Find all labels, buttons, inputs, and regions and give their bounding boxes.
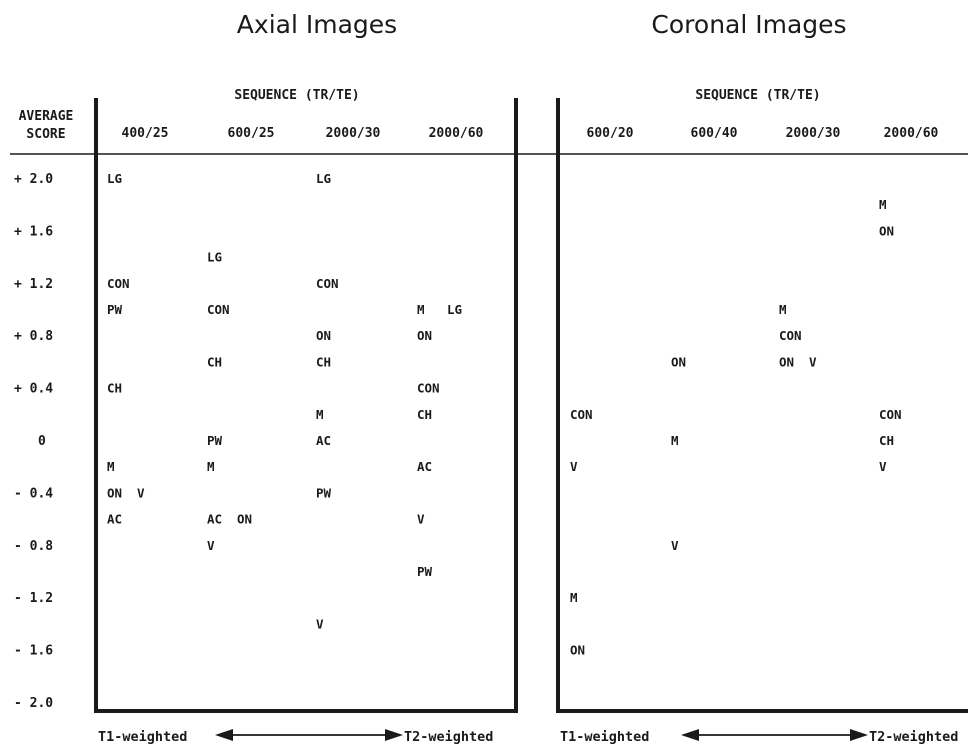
axial-data-mark: CH (316, 354, 331, 369)
coronal-data-mark: V (879, 459, 887, 474)
axial-xlabel: SEQUENCE (TR/TE) (234, 88, 359, 103)
y-tick-label: - 0.8 (14, 539, 53, 554)
axial-data-mark: ON (237, 512, 252, 527)
axial-category-label: 400/25 (122, 126, 169, 141)
coronal-data-mark: ON (570, 643, 585, 658)
coronal-data-mark: CON (879, 407, 902, 422)
axial-data-mark: LG (447, 302, 462, 317)
y-tick-label: - 0.4 (14, 486, 53, 501)
y-tick-label: 0 (38, 434, 46, 449)
axial-double-arrow (215, 729, 403, 741)
coronal-data-mark: CH (879, 433, 894, 448)
axial-t1-label: T1-weighted (98, 729, 187, 745)
coronal-data-mark: V (671, 538, 679, 553)
axial-data-mark: PW (417, 564, 433, 579)
coronal-t2-label: T2-weighted (869, 729, 958, 745)
axial-data-mark: CH (207, 354, 222, 369)
coronal-category-label: 600/40 (691, 126, 738, 141)
y-tick-label: + 1.2 (14, 277, 53, 292)
axial-category-label: 2000/60 (429, 126, 484, 141)
coronal-title: Coronal Images (651, 10, 846, 39)
axial-category-label: 2000/30 (326, 126, 381, 141)
y-tick-label: + 0.8 (14, 329, 53, 344)
axial-data-mark: M (207, 459, 215, 474)
coronal-data-mark: CON (570, 407, 593, 422)
coronal-category-label: 600/20 (587, 126, 634, 141)
axial-t2-label: T2-weighted (404, 729, 493, 745)
axial-data-mark: M (417, 302, 425, 317)
axial-data-mark: CON (207, 302, 230, 317)
axial-data-mark: LG (316, 171, 331, 186)
axial-data-mark: LG (207, 250, 222, 265)
coronal-data-mark: M (779, 302, 787, 317)
axial-data-mark: PW (316, 485, 332, 500)
coronal-data-mark: CON (779, 328, 802, 343)
axial-data-mark: AC (207, 512, 222, 527)
axial-data-mark: ON (316, 328, 331, 343)
axial-data-mark: M (107, 459, 115, 474)
axial-data-mark: PW (207, 433, 223, 448)
axial-title: Axial Images (237, 10, 397, 39)
coronal-xlabel: SEQUENCE (TR/TE) (695, 88, 820, 103)
axial-data-mark: M (316, 407, 324, 422)
axial-data-mark: V (316, 616, 324, 631)
axial-data-mark: CON (107, 276, 130, 291)
axial-data-mark: CH (107, 381, 122, 396)
axial-data-mark: PW (107, 302, 123, 317)
coronal-t1-label: T1-weighted (560, 729, 649, 745)
axial-data-mark: CON (417, 381, 440, 396)
coronal-double-arrow (681, 729, 868, 741)
coronal-data-mark: ON (879, 223, 894, 238)
axial-category-label: 600/25 (228, 126, 275, 141)
axial-data-mark: AC (316, 433, 331, 448)
y-tick-label: + 1.6 (14, 224, 53, 239)
coronal-data-mark: ON (779, 354, 794, 369)
coronal-data-mark: M (671, 433, 679, 448)
y-axis-label-line2: SCORE (26, 127, 65, 142)
axial-data-mark: ON (417, 328, 432, 343)
coronal-category-label: 2000/60 (884, 126, 939, 141)
coronal-data-mark: M (570, 590, 578, 605)
coronal-category-label: 2000/30 (786, 126, 841, 141)
y-axis-label-line1: AVERAGE (19, 109, 74, 124)
coronal-data-mark: V (809, 354, 817, 369)
y-tick-label: - 1.6 (14, 644, 53, 659)
y-tick-label: + 2.0 (14, 172, 53, 187)
axial-data-mark: LG (107, 171, 122, 186)
coronal-data-mark: ON (671, 354, 686, 369)
axial-data-mark: V (137, 485, 145, 500)
axial-data-mark: CON (316, 276, 339, 291)
axial-data-mark: AC (417, 459, 432, 474)
axial-data-mark: AC (107, 512, 122, 527)
y-tick-label: - 1.2 (14, 591, 53, 606)
axial-data-mark: CH (417, 407, 432, 422)
axial-data-mark: V (417, 512, 425, 527)
coronal-data-mark: M (879, 197, 887, 212)
y-tick-label: + 0.4 (14, 382, 53, 397)
coronal-data-mark: V (570, 459, 578, 474)
axial-data-mark: V (207, 538, 215, 553)
y-tick-label: - 2.0 (14, 696, 53, 711)
axial-data-mark: ON (107, 485, 122, 500)
